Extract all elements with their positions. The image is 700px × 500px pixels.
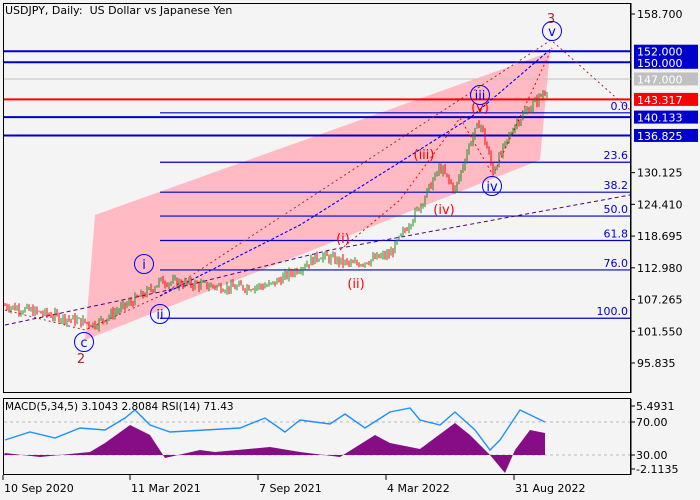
wave-label: iii: [470, 85, 490, 105]
price-tick-label: 95.835: [637, 357, 676, 370]
indicator-tick-label: 30.00: [636, 449, 668, 462]
price-levels: [4, 50, 631, 137]
price-level-tag: 152.000: [637, 46, 683, 59]
date-tick-label: 11 Mar 2021: [131, 482, 201, 495]
price-tick-label: 107.265: [637, 294, 683, 307]
svg-text:(ii): (ii): [347, 277, 364, 292]
price-tick-label: 101.550: [637, 325, 683, 338]
svg-text:i: i: [142, 258, 146, 273]
svg-text:3: 3: [547, 12, 555, 27]
date-tick-label: 31 Aug 2022: [515, 482, 585, 495]
svg-text:c: c: [80, 336, 87, 351]
price-tick-label: 118.695: [637, 230, 683, 243]
wave-label: (iv): [433, 203, 454, 218]
wave-label: 3: [547, 12, 555, 27]
svg-text:iv: iv: [486, 180, 498, 195]
wave-label: (iii): [414, 148, 435, 163]
price-tick-label: 130.125: [637, 167, 683, 180]
indicator-title: MACD(5,34,5) 3.1043 2.8084 RSI(14) 71.43: [5, 401, 234, 413]
fib-label: 50.0: [604, 203, 629, 216]
fibonacci-levels: 0.0 23.6 38.2 50.0 61.8 76.0 100.0: [160, 100, 631, 319]
price-candles: [4, 90, 548, 332]
wave-label: i: [134, 254, 154, 274]
price-level-tag: 143.317: [637, 94, 683, 107]
svg-text:(i): (i): [336, 232, 350, 247]
svg-text:iii: iii: [475, 89, 486, 104]
svg-text:2: 2: [77, 352, 85, 367]
price-level-tag: 147.000: [637, 73, 683, 86]
wave-label: (i): [336, 232, 350, 247]
indicator-tick-label: 5.4931: [636, 400, 675, 413]
indicator-tick-label: 70.00: [636, 416, 668, 429]
price-level-tag: 136.825: [637, 130, 683, 143]
trend-lines: [4, 39, 631, 331]
price-axis: 158.700 130.125 124.410 118.695 112.980 107.2…: [630, 3, 683, 393]
price-tick-label: 112.980: [637, 262, 683, 275]
time-axis: 10 Sep 2020 11 Mar 2021 7 Sep 2021 4 Mar 20…: [2, 475, 585, 495]
fib-label: 61.8: [604, 228, 629, 241]
fib-label: 38.2: [604, 179, 629, 192]
wave-label: ii: [150, 304, 170, 324]
svg-text:(v): (v): [471, 101, 489, 116]
indicator-tick-label: -2.1135: [636, 463, 678, 476]
price-level-tag: 150.000: [637, 57, 683, 70]
indicator-axis: 5.4931 70.00 30.00-2.1135: [630, 399, 678, 476]
fib-label: 76.0: [604, 257, 629, 270]
fib-label: 0.0: [611, 100, 629, 113]
wave-label: (ii): [347, 277, 364, 292]
svg-text:(iv): (iv): [433, 203, 454, 218]
price-tick-label: 124.410: [637, 198, 683, 211]
svg-text:v: v: [548, 25, 556, 40]
fib-label: 100.0: [597, 305, 629, 318]
wave-label: iv: [482, 176, 502, 196]
chart-title: USDJPY, Daily: US Dollar vs Japanese Yen: [5, 4, 233, 17]
date-tick-label: 10 Sep 2020: [4, 482, 74, 495]
fib-label: 23.6: [604, 149, 629, 162]
svg-text:(iii): (iii): [414, 148, 435, 163]
date-tick-label: 4 Mar 2022: [387, 482, 450, 495]
trend-channel: [85, 52, 550, 340]
wave-label: 2: [77, 352, 85, 367]
price-level-tag: 140.133: [637, 112, 683, 125]
macd-rsi-panel: [4, 407, 630, 473]
wave-label: c: [74, 332, 94, 352]
wave-label: (v): [471, 101, 489, 116]
price-tick-label: 158.700: [637, 8, 683, 21]
date-tick-label: 7 Sep 2021: [259, 482, 322, 495]
svg-text:ii: ii: [156, 308, 163, 323]
wave-label: v: [542, 21, 562, 41]
